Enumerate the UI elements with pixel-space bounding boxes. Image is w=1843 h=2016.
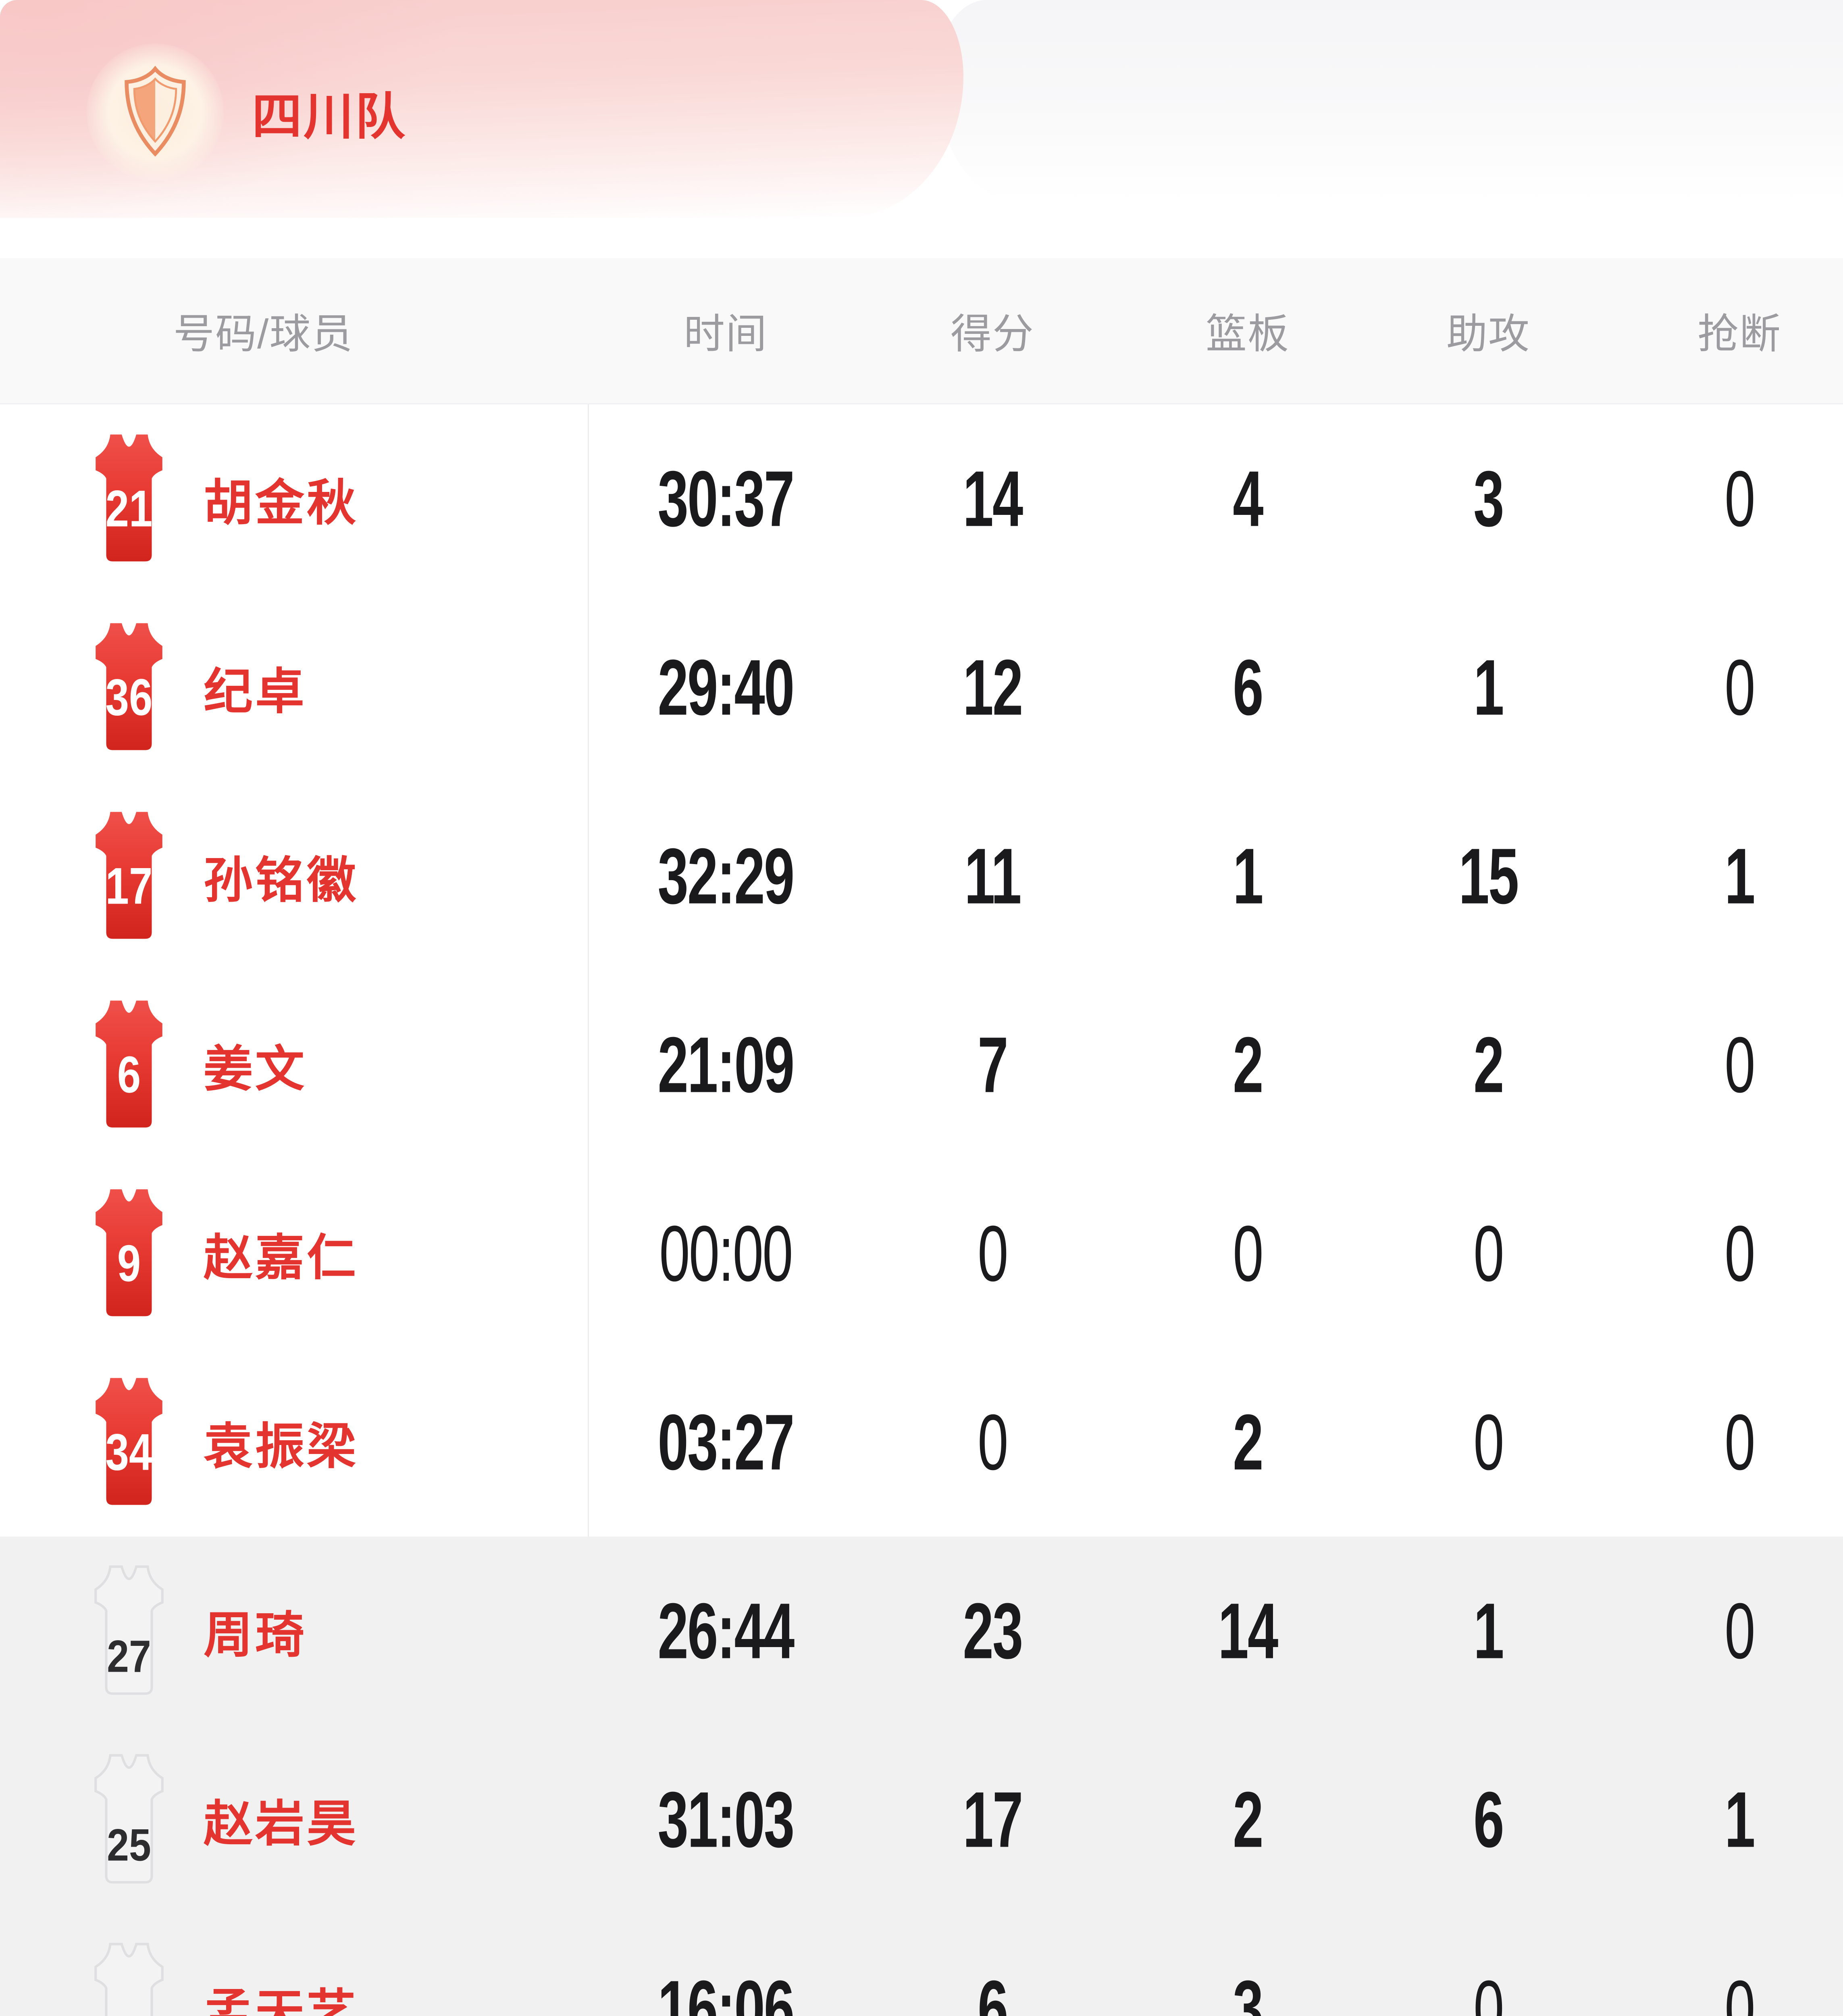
stat-points: 0 — [978, 1209, 1008, 1298]
stat-rebounds: 14 — [1218, 1587, 1278, 1675]
stat-steals: 1 — [1724, 832, 1755, 921]
jersey-icon: 9 — [84, 1183, 174, 1325]
player-row[interactable]: 27 周琦 26:44 23 14 1 0 — [0, 1537, 1843, 1725]
stat-points: 11 — [964, 832, 1021, 921]
jersey-number: 3 — [89, 2008, 168, 2016]
stat-time: 32:29 — [657, 832, 795, 921]
player-name: 胡金秋 — [204, 475, 358, 531]
player-row[interactable]: 25 赵岩昊 31:03 17 2 6 1 — [0, 1725, 1843, 1914]
stat-time: 16:06 — [657, 1964, 795, 2016]
player-row[interactable]: 6 姜文 21:09 7 2 2 0 — [0, 971, 1843, 1159]
stat-points: 23 — [963, 1587, 1023, 1675]
stat-time: 31:03 — [657, 1775, 795, 1864]
jersey-icon: 27 — [84, 1560, 174, 1702]
stat-assists: 3 — [1473, 454, 1504, 543]
stat-assists: 6 — [1473, 1775, 1504, 1864]
player-name: 孟天艺 — [204, 1985, 358, 2016]
jersey-icon: 17 — [84, 805, 174, 947]
jersey-number: 17 — [105, 857, 153, 915]
player-table: 21 胡金秋 30:37 14 4 3 0 36 纪卓 29:40 12 6 1… — [0, 404, 1843, 2016]
player-row[interactable]: 21 胡金秋 30:37 14 4 3 0 — [0, 404, 1843, 593]
player-row[interactable]: 9 赵嘉仁 00:00 0 0 0 0 — [0, 1159, 1843, 1348]
stat-points: 12 — [963, 643, 1023, 732]
stat-steals: 0 — [1724, 1209, 1755, 1298]
stat-time: 30:37 — [657, 454, 795, 543]
jersey-icon: 34 — [84, 1371, 174, 1513]
stat-rebounds: 2 — [1233, 1020, 1263, 1109]
jersey-icon: 36 — [84, 616, 174, 758]
player-name: 袁振梁 — [204, 1419, 358, 1474]
team-tabs: 北京队 四川队 — [0, 0, 1843, 258]
stat-assists: 1 — [1473, 643, 1504, 732]
stat-rebounds: 6 — [1233, 643, 1263, 732]
col-assists: 助攻 — [1446, 311, 1530, 357]
player-name: 赵嘉仁 — [204, 1230, 358, 1285]
stat-assists: 0 — [1473, 1964, 1504, 2016]
stat-points: 6 — [978, 1964, 1008, 2016]
stat-points: 0 — [978, 1398, 1008, 1487]
stat-steals: 0 — [1724, 454, 1755, 543]
table-header: 号码/球员 时间 得分 篮板 助攻 抢断 — [0, 258, 1843, 404]
player-row[interactable]: 34 袁振梁 03:27 0 2 0 0 — [0, 1348, 1843, 1537]
jersey-number: 25 — [107, 1820, 151, 1870]
jersey-number: 36 — [105, 669, 153, 727]
stat-rebounds: 2 — [1233, 1775, 1263, 1864]
jersey-number: 27 — [107, 1631, 151, 1682]
col-points: 得分 — [951, 311, 1034, 357]
team-name-sichuan: 四川队 — [252, 89, 407, 145]
jersey-number: 9 — [117, 1235, 141, 1293]
stat-time: 21:09 — [657, 1020, 795, 1109]
jersey-icon: 6 — [84, 994, 174, 1136]
stat-rebounds: 4 — [1233, 454, 1263, 543]
stat-points: 7 — [978, 1020, 1008, 1109]
stat-assists: 15 — [1458, 832, 1519, 921]
stat-rebounds: 0 — [1233, 1209, 1263, 1298]
stat-points: 17 — [963, 1775, 1023, 1864]
sichuan-shield-icon — [87, 44, 224, 181]
jersey-number: 34 — [105, 1423, 153, 1481]
stat-time: 03:27 — [657, 1398, 795, 1487]
stat-rebounds: 1 — [1233, 832, 1263, 921]
stat-steals: 0 — [1724, 1398, 1755, 1487]
player-row[interactable]: 3 孟天艺 16:06 6 3 0 0 — [0, 1914, 1843, 2016]
stat-time: 26:44 — [657, 1587, 795, 1675]
stat-steals: 0 — [1724, 643, 1755, 732]
player-name: 纪卓 — [204, 664, 307, 719]
jersey-number: 6 — [117, 1046, 141, 1104]
tab-beijing[interactable]: 北京队 — [936, 0, 1843, 202]
jersey-icon: 3 — [84, 1937, 174, 2016]
stat-assists: 1 — [1473, 1587, 1504, 1675]
stat-rebounds: 2 — [1233, 1398, 1263, 1487]
jersey-icon: 25 — [84, 1749, 174, 1891]
stat-steals: 0 — [1724, 1964, 1755, 2016]
stat-points: 14 — [963, 454, 1023, 543]
stat-assists: 0 — [1473, 1209, 1504, 1298]
stat-time: 00:00 — [659, 1209, 793, 1298]
column-divider — [588, 404, 589, 1537]
stat-rebounds: 3 — [1233, 1964, 1263, 2016]
col-player: 号码/球员 — [173, 311, 354, 357]
stat-steals: 0 — [1724, 1020, 1755, 1109]
jersey-icon: 21 — [84, 428, 174, 570]
player-name: 姜文 — [204, 1041, 307, 1097]
player-row[interactable]: 17 孙铭徽 32:29 11 1 15 1 — [0, 782, 1843, 971]
stat-assists: 0 — [1473, 1398, 1504, 1487]
col-rebounds: 篮板 — [1206, 311, 1290, 357]
stat-time: 29:40 — [657, 643, 795, 732]
player-name: 周琦 — [204, 1608, 307, 1663]
col-steals: 抢断 — [1697, 311, 1781, 357]
player-row[interactable]: 36 纪卓 29:40 12 6 1 0 — [0, 593, 1843, 782]
player-name: 赵岩昊 — [204, 1796, 358, 1851]
jersey-number: 21 — [105, 480, 153, 538]
player-name: 孙铭徽 — [204, 853, 358, 908]
tab-sichuan[interactable]: 四川队 — [0, 0, 963, 218]
col-time: 时间 — [684, 311, 768, 357]
stat-assists: 2 — [1473, 1020, 1504, 1109]
stat-steals: 0 — [1724, 1587, 1755, 1675]
stat-steals: 1 — [1724, 1775, 1755, 1864]
